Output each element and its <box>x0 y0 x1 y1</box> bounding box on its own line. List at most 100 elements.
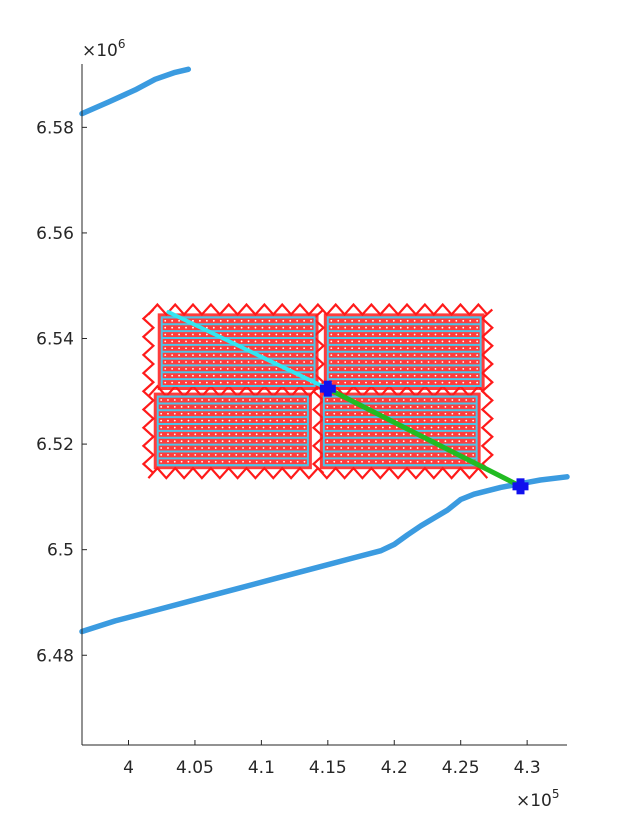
waypoint-dot <box>276 433 279 436</box>
waypoint-dot <box>469 354 472 357</box>
waypoint-dot <box>330 361 333 363</box>
waypoint-dot <box>340 440 343 443</box>
waypoint-dot <box>365 319 367 322</box>
waypoint-dot <box>303 447 306 449</box>
waypoint-dot <box>226 374 229 377</box>
waypoint-dot <box>201 454 204 456</box>
waypoint-dot <box>368 454 370 456</box>
waypoint-dot <box>255 405 258 408</box>
waypoint-dot <box>173 440 176 443</box>
waypoint-dot <box>289 426 292 429</box>
waypoint-dot <box>194 454 197 456</box>
waypoint-dot <box>427 367 430 370</box>
waypoint-dot <box>228 405 231 408</box>
waypoint-dot <box>472 405 475 408</box>
waypoint-dot <box>381 419 384 422</box>
waypoint-dot <box>344 361 347 363</box>
waypoint-dot <box>221 399 224 401</box>
waypoint-dot <box>233 333 236 336</box>
waypoint-dot <box>458 447 461 449</box>
waypoint-dot <box>255 460 258 463</box>
waypoint-dot <box>337 347 340 350</box>
waypoint-dot <box>413 354 416 357</box>
waypoint-dot <box>289 440 292 443</box>
waypoint-dot <box>448 347 451 350</box>
waypoint-dot <box>242 426 244 429</box>
waypoint-dot <box>330 354 333 357</box>
waypoint-dot <box>268 354 271 357</box>
waypoint-dot <box>337 354 340 357</box>
waypoint-dot <box>409 440 412 443</box>
waypoint-dot <box>160 405 163 408</box>
waypoint-dot <box>275 340 278 343</box>
waypoint-dot <box>388 454 391 456</box>
waypoint-dot <box>167 447 169 449</box>
waypoint-dot <box>330 367 333 370</box>
waypoint-dot <box>255 426 258 429</box>
waypoint-dot <box>381 399 384 401</box>
waypoint-dot <box>212 319 215 322</box>
waypoint-dot <box>303 347 306 350</box>
waypoint-dot <box>219 361 222 363</box>
waypoint-dot <box>208 405 210 408</box>
waypoint-dot <box>275 319 278 322</box>
waypoint-dot <box>192 354 194 357</box>
waypoint-dot <box>406 374 409 377</box>
waypoint-dot <box>434 333 437 336</box>
waypoint-dot <box>214 460 217 463</box>
waypoint-dot <box>268 367 271 370</box>
waypoint-dot <box>326 440 329 443</box>
waypoint-dot <box>423 454 426 456</box>
waypoint-dot <box>178 326 180 329</box>
waypoint-dot <box>173 454 176 456</box>
waypoint-dot <box>413 333 416 336</box>
waypoint-dot <box>192 381 194 384</box>
waypoint-dot <box>268 326 271 329</box>
y-tick-label: 6.5 <box>47 541 74 561</box>
waypoint-dot <box>375 447 377 449</box>
waypoint-dot <box>228 426 231 429</box>
waypoint-dot <box>276 419 279 422</box>
waypoint-dot <box>427 340 430 343</box>
waypoint-dot <box>372 319 374 322</box>
waypoint-dot <box>402 405 405 408</box>
waypoint-dot <box>333 412 336 415</box>
waypoint-dot <box>365 374 367 377</box>
waypoint-dot <box>180 447 183 449</box>
waypoint-dot <box>462 319 465 322</box>
y-tick-label: 6.52 <box>36 435 74 455</box>
waypoint-dot <box>164 374 167 377</box>
waypoint-dot <box>205 347 208 350</box>
waypoint-dot <box>465 447 468 449</box>
x-tick-label: 4.2 <box>381 758 408 778</box>
waypoint-dot <box>354 460 356 463</box>
waypoint-dot <box>276 405 279 408</box>
waypoint-dot <box>212 354 215 357</box>
waypoint-dot <box>228 440 231 443</box>
waypoint-dot <box>269 419 272 422</box>
waypoint-dot <box>392 354 395 357</box>
waypoint-dot <box>221 419 224 422</box>
waypoint-dot <box>180 419 183 422</box>
y-tick-label: 6.56 <box>36 224 74 244</box>
waypoint-dot <box>406 333 409 336</box>
waypoint-dot <box>248 447 251 449</box>
waypoint-dot <box>340 426 343 429</box>
waypoint-dot <box>385 347 388 350</box>
waypoint-dot <box>187 426 190 429</box>
waypoint-dot <box>303 381 306 384</box>
waypoint-dot <box>337 319 340 322</box>
waypoint-dot <box>427 361 430 363</box>
waypoint-dot <box>469 319 472 322</box>
waypoint-dot <box>255 440 258 443</box>
waypoint-dot <box>296 399 299 401</box>
waypoint-dot <box>409 447 412 449</box>
waypoint-dot <box>205 340 208 343</box>
waypoint-dot <box>465 405 468 408</box>
waypoint-dot <box>365 381 367 384</box>
waypoint-dot <box>358 354 360 357</box>
waypoint-dot <box>395 426 398 429</box>
waypoint-dot <box>347 454 350 456</box>
waypoint-dot <box>173 405 176 408</box>
waypoint-dot <box>437 433 440 436</box>
